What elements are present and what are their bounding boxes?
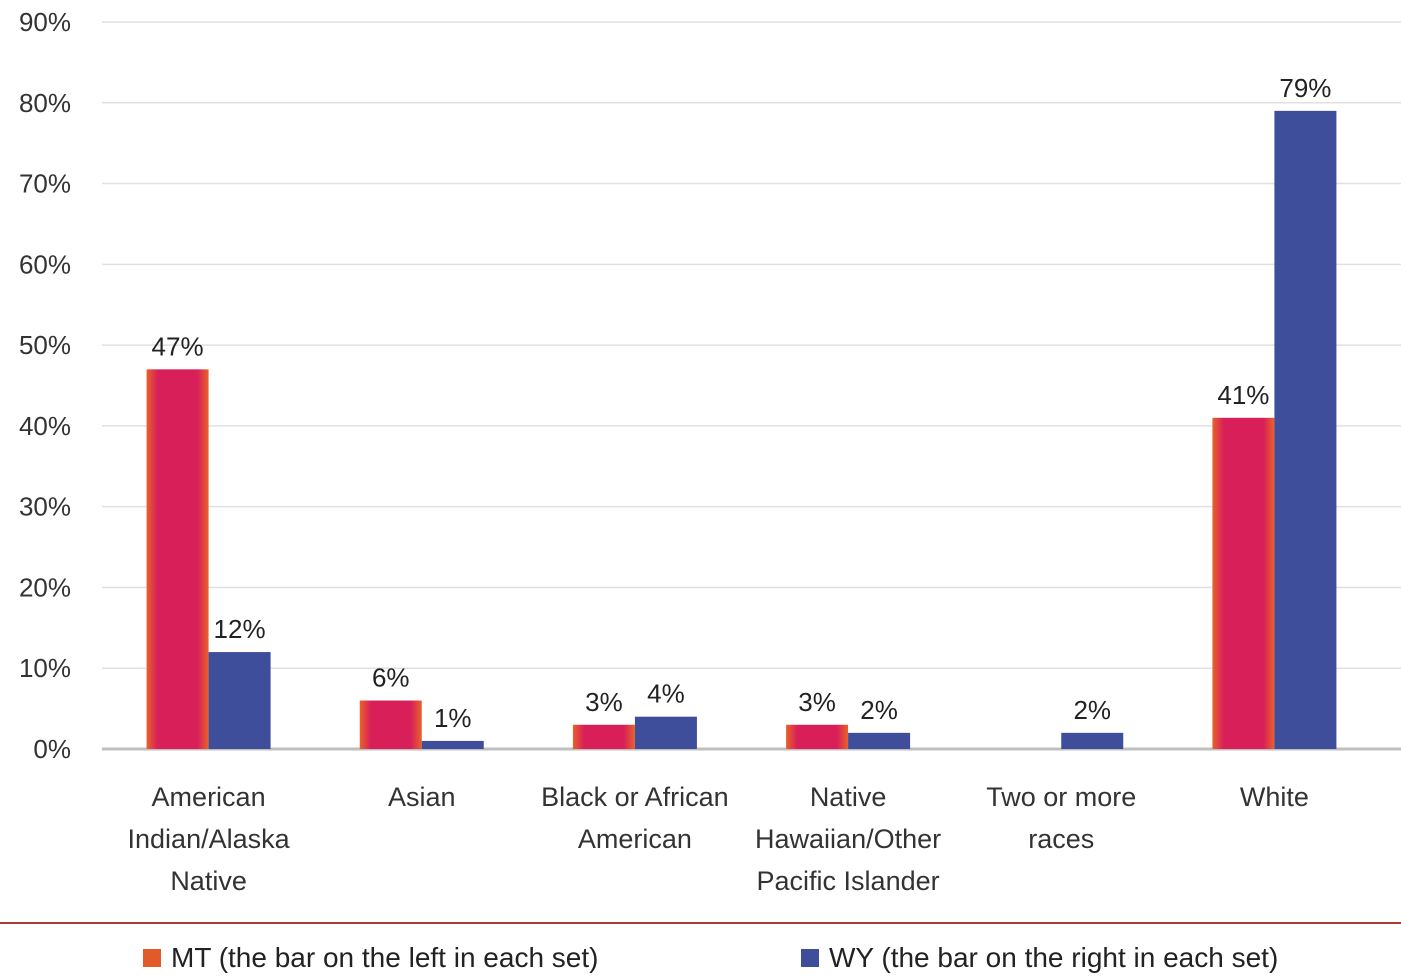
bar-wy (421, 740, 484, 749)
legend-item-mt: MT (the bar on the left in each set) (143, 942, 598, 974)
bar-wy (1274, 110, 1337, 750)
y-tick-label: 20% (19, 572, 71, 602)
data-label-mt: 6% (372, 663, 410, 693)
bar-mt (359, 700, 422, 749)
data-label-wy: 2% (1073, 695, 1111, 725)
y-tick-label: 50% (19, 330, 71, 360)
bar-wy (848, 732, 911, 749)
category-label: Black or African American (541, 782, 729, 854)
bar-chart: 0% 10% 20% 30% 40% 50% 60% 70% 80% 90% 47% 12% 6% 1%… (19, 7, 1401, 896)
data-label-mt: 41% (1217, 380, 1269, 410)
y-tick-label: 80% (19, 88, 71, 118)
y-tick-label: 0% (33, 734, 71, 764)
category-label: Two or more races (986, 782, 1136, 854)
legend-label-wy: WY (the bar on the right in each set) (829, 942, 1279, 973)
data-label-mt: 3% (798, 687, 836, 717)
bar-mt (572, 724, 635, 749)
legend-swatch-wy (801, 949, 819, 967)
data-label-wy: 79% (1279, 73, 1331, 103)
category-label: Native Hawaiian/Other Pacific Islander (755, 782, 941, 896)
y-tick-label: 10% (19, 653, 71, 683)
category-labels: American Indian/Alaska Native Asian Black or… (128, 782, 1309, 896)
bar-wy (634, 716, 697, 749)
bars (146, 110, 1337, 750)
data-label-wy: 12% (214, 614, 266, 644)
y-tick-label: 90% (19, 7, 71, 37)
data-label-wy: 4% (647, 679, 685, 709)
category-label: Asian (388, 782, 456, 812)
y-tick-label: 60% (19, 249, 71, 279)
data-label-wy: 2% (860, 695, 898, 725)
data-label-mt: 47% (152, 331, 204, 361)
legend-swatch-mt (143, 949, 161, 967)
y-tick-label: 40% (19, 411, 71, 441)
legend-label-mt: MT (the bar on the left in each set) (171, 942, 599, 973)
gridlines (102, 21, 1401, 751)
category-label: American Indian/Alaska Native (128, 782, 291, 896)
legend-item-wy: WY (the bar on the right in each set) (801, 942, 1278, 974)
bar-mt (146, 369, 209, 749)
data-label-mt: 3% (585, 687, 623, 717)
y-tick-label: 70% (19, 169, 71, 199)
bar-mt (1212, 417, 1275, 749)
bar-mt (786, 724, 849, 749)
y-axis-ticks: 0% 10% 20% 30% 40% 50% 60% 70% 80% 90% (19, 7, 71, 764)
bar-wy (1061, 732, 1124, 749)
legend: MT (the bar on the left in each set) WY … (0, 922, 1401, 978)
data-label-wy: 1% (434, 703, 472, 733)
data-labels: 47% 12% 6% 1% 3% 4% 3% 2% 2% 41% 79% (152, 73, 1332, 733)
y-tick-label: 30% (19, 492, 71, 522)
category-label: White (1240, 782, 1309, 812)
bar-wy (208, 652, 271, 749)
